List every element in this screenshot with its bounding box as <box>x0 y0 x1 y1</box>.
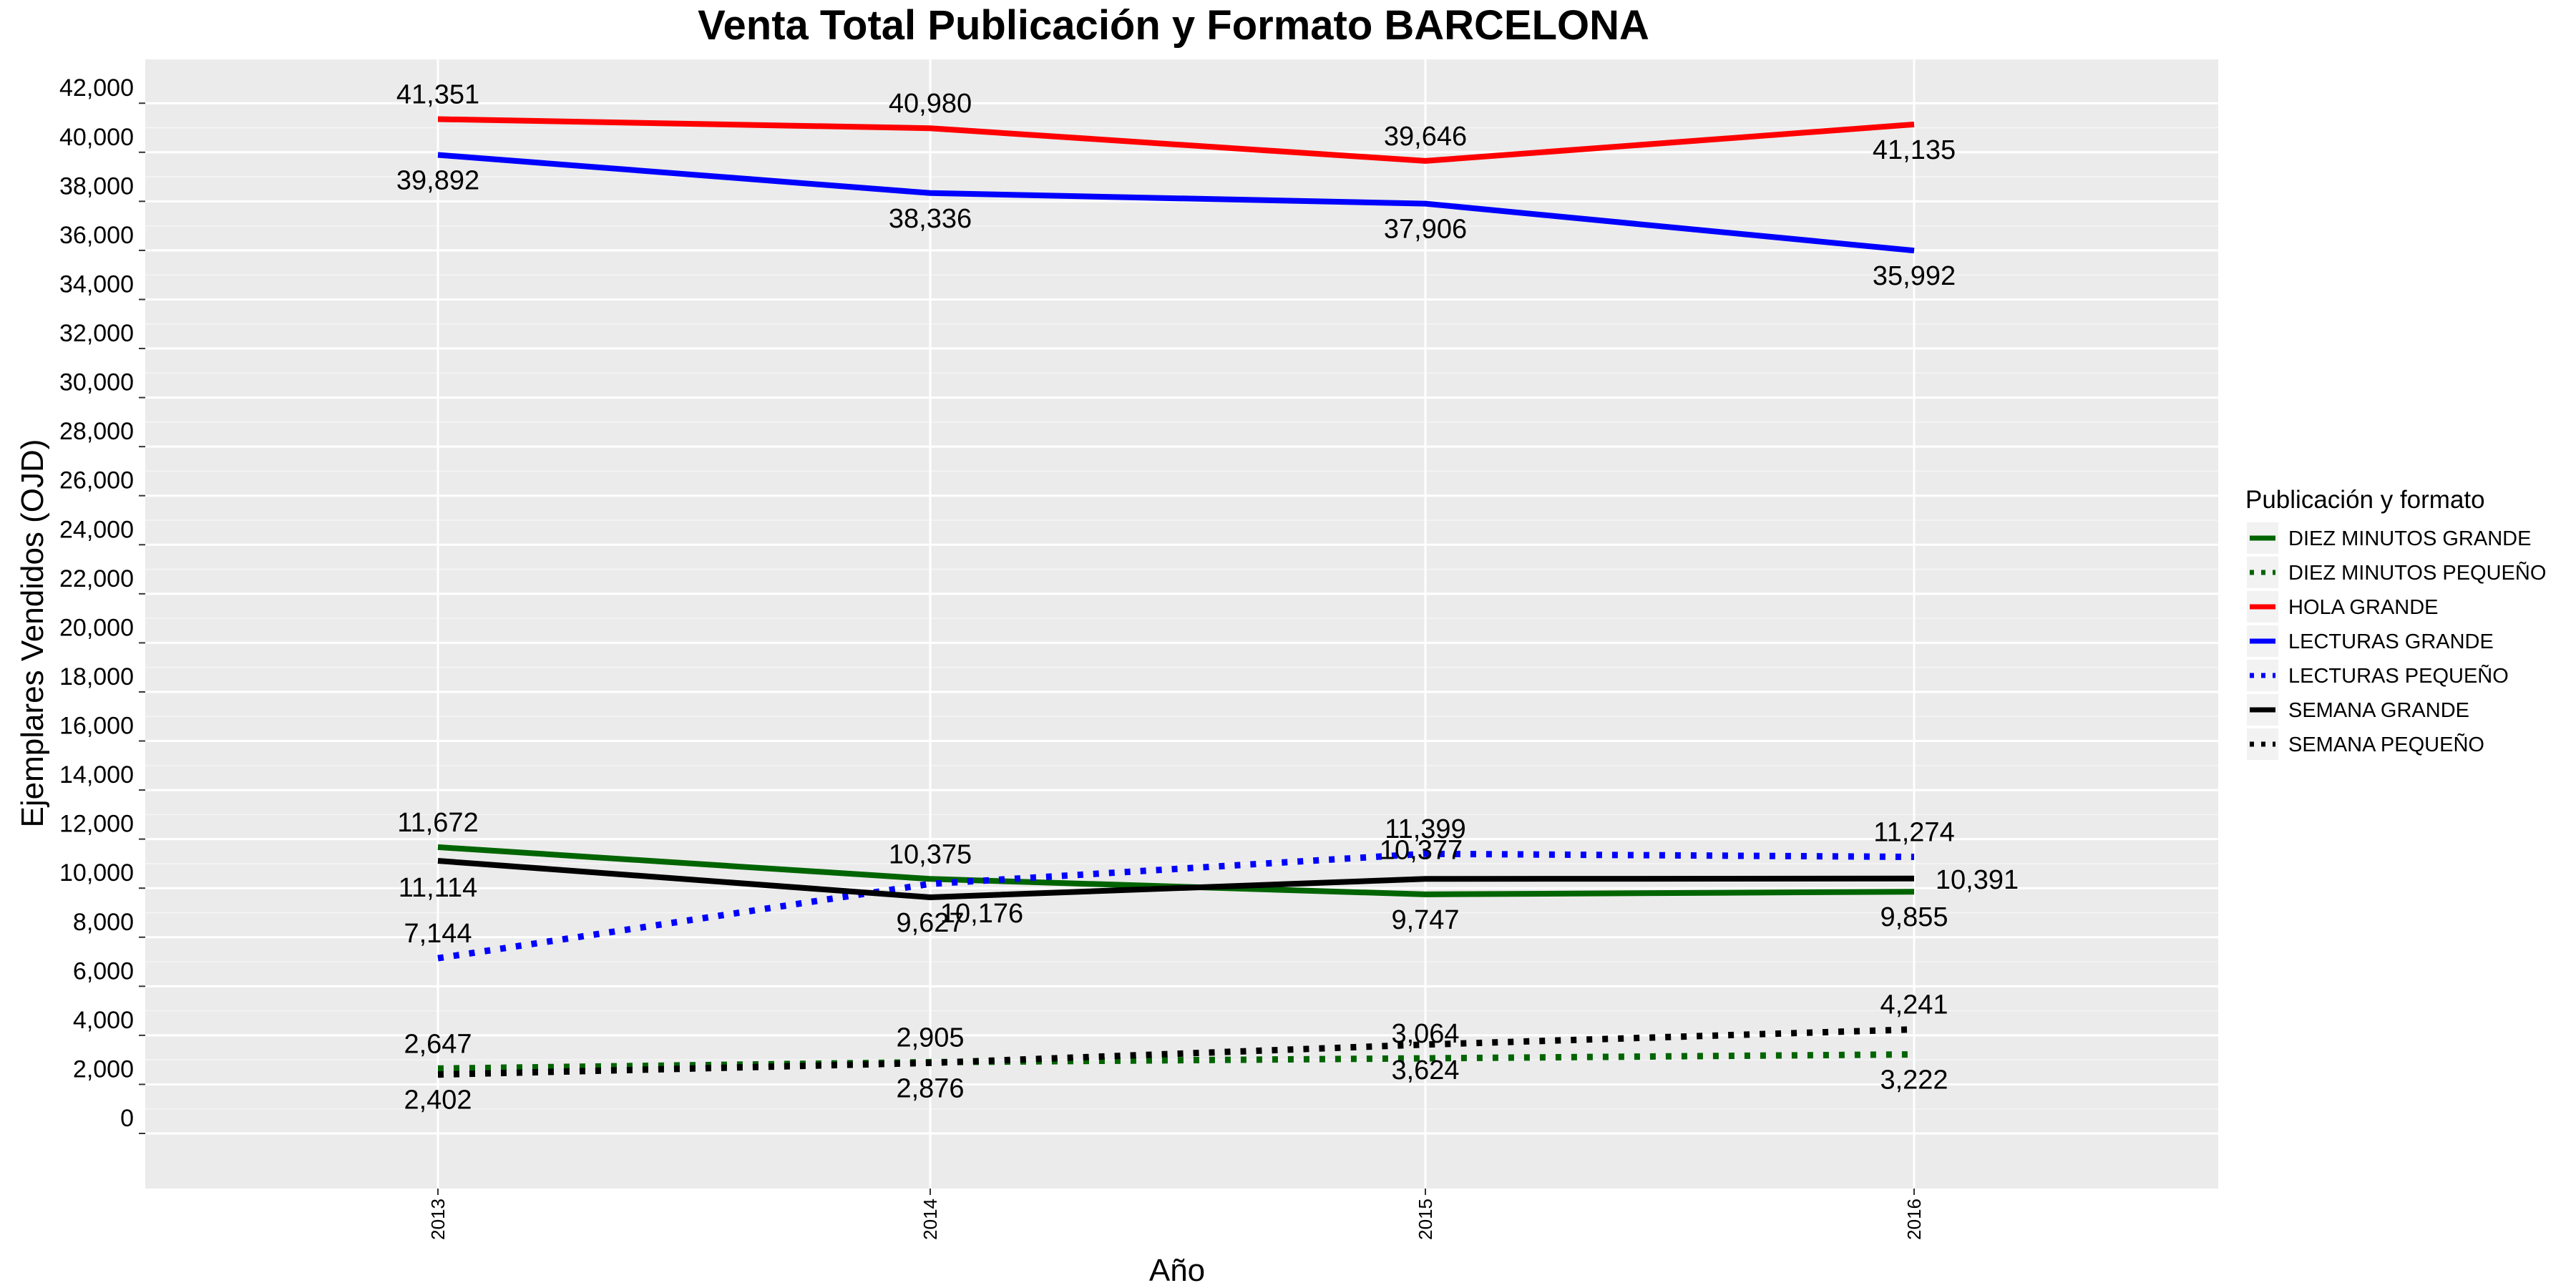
data-label: 40,980 <box>889 89 972 119</box>
legend-label: DIEZ MINUTOS GRANDE <box>2288 527 2531 550</box>
y-tick-label: 38,000 <box>59 172 134 200</box>
data-label: 2,876 <box>896 1073 964 1103</box>
y-tick-label: 36,000 <box>59 222 134 249</box>
y-tick-label: 24,000 <box>59 516 134 543</box>
data-label: 9,855 <box>1880 902 1948 932</box>
y-tick-label: 6,000 <box>73 957 134 985</box>
data-label: 37,906 <box>1384 215 1467 245</box>
series-line-lecturas-grande <box>437 152 1915 254</box>
y-tick-label: 14,000 <box>59 761 134 789</box>
y-tick-label: 40,000 <box>59 124 134 151</box>
data-label: 3,222 <box>1880 1065 1948 1096</box>
legend-item-hola-grande: HOLA GRANDE <box>2247 591 2439 623</box>
series-line-hola-grande <box>437 116 1915 164</box>
legend-title: Publicación y formato <box>2245 486 2485 514</box>
y-axis-title: Ejemplares Vendidos (OJD) <box>15 439 50 828</box>
data-label: 11,399 <box>1385 814 1465 844</box>
data-label: 11,114 <box>399 873 478 903</box>
data-label: 39,646 <box>1384 122 1467 152</box>
x-axis: 2013 2014 2015 2016 <box>427 1189 1925 1240</box>
data-label: 3,064 <box>1391 1019 1459 1049</box>
data-label: 4,241 <box>1880 990 1948 1020</box>
legend-item-diez-minutos-grande: DIEZ MINUTOS GRANDE <box>2247 522 2531 554</box>
legend: Publicación y formato DIEZ MINUTOS GRAND… <box>2245 486 2546 760</box>
y-tick-label: 16,000 <box>59 713 134 740</box>
legend-item-diez-minutos-pequeno: DIEZ MINUTOS PEQUEÑO <box>2247 557 2546 588</box>
y-tick-label: 12,000 <box>59 811 134 838</box>
y-tick-label: 22,000 <box>59 565 134 592</box>
legend-label: LECTURAS GRANDE <box>2288 630 2494 653</box>
data-label: 10,176 <box>940 899 1023 929</box>
legend-item-semana-grande: SEMANA GRANDE <box>2247 694 2469 726</box>
x-tick-label: 2016 <box>1903 1199 1925 1240</box>
legend-items: DIEZ MINUTOS GRANDE DIEZ MINUTOS PEQUEÑO H… <box>2247 522 2546 760</box>
data-label: 9,627 <box>896 908 964 938</box>
y-tick-label: 2,000 <box>73 1055 134 1083</box>
legend-item-lecturas-pequeno: LECTURAS PEQUEÑO <box>2247 660 2509 691</box>
legend-item-semana-pequeno: SEMANA PEQUEÑO <box>2247 728 2484 760</box>
y-tick-label: 28,000 <box>59 418 134 445</box>
y-tick-label: 4,000 <box>73 1007 134 1034</box>
legend-label: DIEZ MINUTOS PEQUEÑO <box>2288 560 2546 585</box>
y-tick-label: 34,000 <box>59 270 134 298</box>
series-lines <box>437 116 1915 1078</box>
data-label: 9,747 <box>1391 905 1459 935</box>
data-label: 10,377 <box>1380 835 1463 865</box>
data-label: 2,905 <box>896 1023 964 1053</box>
y-tick-label: 32,000 <box>59 320 134 347</box>
grid-lines <box>145 59 2218 1189</box>
legend-label: HOLA GRANDE <box>2288 596 2439 619</box>
legend-label: LECTURAS PEQUEÑO <box>2288 663 2509 688</box>
y-tick-label: 20,000 <box>59 614 134 641</box>
data-label: 2,402 <box>404 1085 472 1116</box>
data-label: 38,336 <box>889 204 972 234</box>
x-tick-label: 2015 <box>1415 1199 1436 1240</box>
x-tick-label: 2014 <box>919 1199 941 1240</box>
legend-label: SEMANA PEQUEÑO <box>2288 732 2484 756</box>
data-label: 41,351 <box>396 79 479 109</box>
data-label: 10,375 <box>889 839 972 869</box>
y-axis: 0 2,000 4,000 6,000 8,000 10,000 12,000 14,000 1… <box>59 74 145 1134</box>
data-label: 3,624 <box>1391 1055 1459 1085</box>
legend-label: SEMANA GRANDE <box>2288 699 2469 722</box>
series-line-diez-minutos-pequeno <box>437 1051 1915 1072</box>
y-tick-label: 30,000 <box>59 369 134 396</box>
y-tick-label: 10,000 <box>59 859 134 887</box>
y-tick-label: 0 <box>120 1105 134 1132</box>
y-tick-label: 8,000 <box>73 909 134 936</box>
data-label: 39,892 <box>396 166 479 196</box>
y-tick-label: 18,000 <box>59 663 134 691</box>
data-label: 10,391 <box>1936 865 2019 895</box>
data-labels: 11,672 10,375 9,747 9,855 2,647 2,905 3,064 3,2… <box>396 79 2019 1115</box>
series-line-semana-grande <box>437 858 1915 900</box>
data-label: 11,672 <box>397 808 478 838</box>
x-tick-label: 2013 <box>427 1199 449 1240</box>
data-label: 11,274 <box>1873 818 1954 848</box>
chart-title: Venta Total Publicación y Formato BARCEL… <box>698 2 1649 49</box>
y-tick-label: 26,000 <box>59 467 134 494</box>
data-label: 41,135 <box>1873 135 1956 165</box>
data-label: 35,992 <box>1873 261 1956 291</box>
data-label: 2,647 <box>404 1029 472 1059</box>
data-label: 7,144 <box>404 919 472 949</box>
series-line-semana-pequeno <box>437 1026 1915 1078</box>
legend-item-lecturas-grande: LECTURAS GRANDE <box>2247 625 2494 657</box>
y-tick-label: 42,000 <box>59 74 134 102</box>
x-axis-title: Año <box>1149 1253 1205 1288</box>
